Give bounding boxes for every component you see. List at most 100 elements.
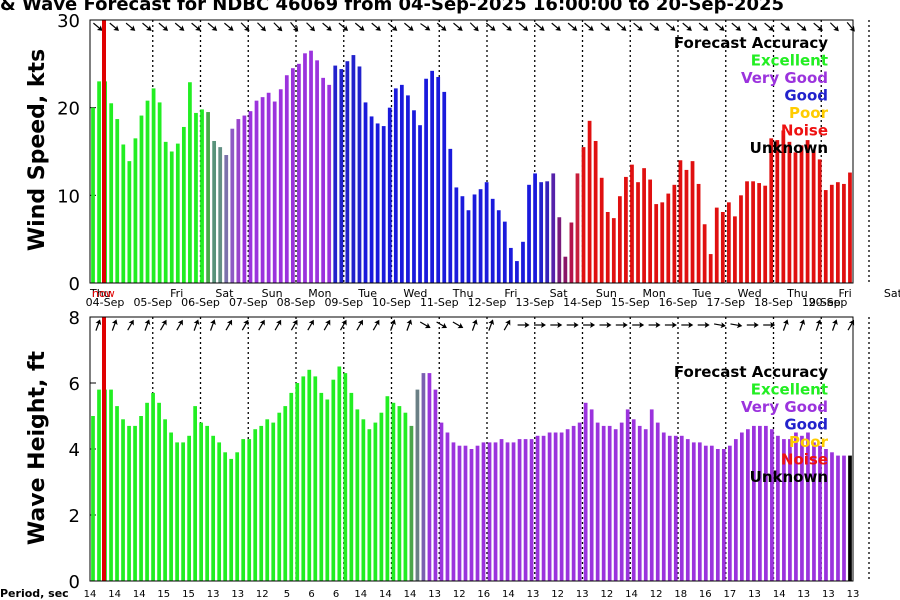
wave-bar	[529, 439, 534, 581]
wind-bar	[321, 77, 326, 283]
wave-bar	[559, 432, 564, 581]
wave-bar	[619, 422, 624, 581]
wind-bar	[617, 196, 622, 283]
wind-bar	[466, 210, 471, 283]
wind-direction-arrow	[616, 22, 627, 31]
date-label: 15-Sep	[611, 296, 650, 309]
chart-title: & Wave Forecast for NDBC 46069 from 04-S…	[0, 0, 784, 15]
wind-bar	[412, 110, 416, 283]
wave-bar	[806, 432, 810, 581]
wind-direction-arrow	[846, 22, 855, 32]
wind-bar	[430, 70, 435, 283]
wind-legend-item: Poor	[789, 104, 829, 122]
wave-direction-arrow	[176, 319, 183, 331]
wind-bar	[569, 222, 574, 283]
day-label: Tue	[692, 287, 712, 300]
wave-bar	[181, 442, 185, 581]
wave-bar	[151, 392, 155, 581]
wind-bar	[399, 84, 404, 284]
period-value: 13	[527, 589, 540, 600]
wind-bar	[720, 211, 725, 283]
date-label: 19-Sep	[802, 296, 841, 309]
wind-plot-frame	[89, 19, 854, 284]
date-label: 10-Sep	[372, 296, 411, 309]
period-value: 13	[207, 589, 220, 600]
wave-bar	[409, 425, 414, 581]
wind-bar	[642, 168, 646, 283]
wind-legend-item: Excellent	[751, 52, 828, 70]
wave-bar	[517, 439, 522, 581]
wave-bar	[421, 373, 426, 581]
wind-direction-arrow	[780, 22, 791, 31]
wave-direction-arrow	[517, 322, 530, 328]
day-label: Sat	[550, 287, 569, 300]
wave-ytick-label: 8	[69, 308, 80, 329]
date-label: 09-Sep	[324, 296, 363, 309]
wind-bar	[781, 130, 786, 283]
day-label: Sun	[262, 287, 283, 300]
wave-bar	[595, 422, 600, 581]
wave-direction-arrow	[372, 319, 380, 331]
wave-bar	[331, 379, 336, 581]
wave-bar	[229, 458, 234, 581]
wave-bar	[487, 442, 492, 581]
wave-legend-item: Poor	[789, 433, 829, 451]
period-value: 12	[601, 589, 614, 600]
day-label: Fri	[170, 287, 183, 300]
day-date-axis: Thu Fri Sat Sun Mon Tue Wed Thu Fri Sat Sun Mon Tue W…	[86, 287, 900, 309]
wave-direction-arrow	[307, 319, 314, 331]
wind-bar	[315, 60, 319, 283]
wave-legend-item: Unknown	[750, 468, 828, 486]
wind-bar	[793, 152, 798, 283]
wind-bar	[133, 138, 138, 283]
wind-bar	[599, 177, 604, 283]
wind-direction-arrow	[224, 22, 234, 31]
period-value: 12	[256, 589, 269, 600]
date-label: 11-Sep	[420, 296, 459, 309]
wave-bar	[373, 422, 378, 581]
wave-direction-arrow	[225, 319, 233, 331]
wind-direction-arrow	[649, 22, 660, 31]
wind-bar	[745, 181, 749, 283]
wind-direction-arrow	[257, 22, 266, 32]
wind-bar	[200, 109, 204, 283]
wave-bar	[301, 376, 306, 581]
wind-bar	[266, 92, 271, 283]
wind-bar	[508, 247, 513, 283]
period-value: 13	[797, 589, 810, 600]
wind-direction-arrow	[682, 22, 692, 31]
date-label: 08-Sep	[277, 296, 316, 309]
wave-bar	[193, 406, 197, 581]
wave-bar	[499, 439, 504, 581]
wind-direction-arrow	[93, 22, 103, 31]
date-label: 12-Sep	[468, 296, 507, 309]
wave-ytick-label: 4	[69, 440, 80, 461]
wind-bar	[581, 147, 586, 283]
wind-bar	[521, 241, 525, 283]
wave-bar	[187, 435, 191, 581]
wave-direction-arrow	[697, 322, 710, 328]
wind-bar	[278, 89, 283, 283]
wind-direction-arrow	[207, 22, 218, 31]
period-value: 13	[748, 589, 761, 600]
wave-bar	[205, 425, 210, 581]
wave-bar	[325, 399, 330, 581]
period-value: 12	[551, 589, 564, 600]
day-label: Sun	[596, 287, 617, 300]
wind-direction-arrow	[354, 22, 365, 31]
wave-bar	[109, 389, 113, 581]
wave-bar	[824, 449, 828, 581]
wind-bar	[678, 160, 683, 283]
wind-direction-arrow	[125, 22, 136, 31]
wave-height-panel: Wave Height, ft 0 2 4 6 8 Forecast AccuracyE…	[25, 308, 870, 593]
wind-bar	[418, 125, 422, 283]
wind-bar	[605, 211, 610, 283]
day-label: Sat	[884, 287, 900, 300]
wind-direction-arrow	[436, 22, 447, 31]
wind-bar	[624, 176, 628, 283]
wave-bar	[433, 389, 438, 581]
day-label: Mon	[642, 287, 665, 300]
wave-bar	[607, 425, 612, 581]
wave-direction-arrow	[534, 322, 546, 328]
wave-bar	[511, 442, 516, 581]
